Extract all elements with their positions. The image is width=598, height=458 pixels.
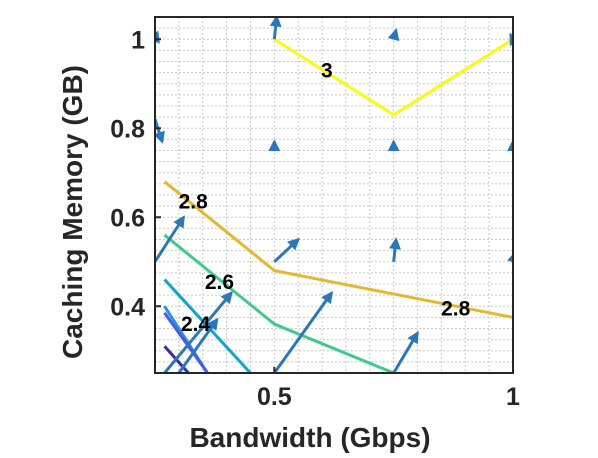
contour-line-5 — [163, 312, 209, 373]
plot-frame — [154, 16, 514, 374]
contour-line-1 — [163, 180, 513, 319]
contour-lines — [163, 37, 513, 373]
contour-label-0: 3 — [321, 59, 333, 82]
quiver-arrow-10 — [389, 237, 401, 262]
y-tick-label: 0.4 — [110, 293, 145, 321]
contour-line-0 — [273, 37, 513, 117]
quiver-arrow-4 — [155, 118, 165, 144]
y-axis-label: Caching Memory (GB) — [57, 65, 88, 359]
quiver-arrows — [155, 17, 513, 373]
y-tick-label: 0.6 — [110, 204, 145, 232]
contour-labels: 3 2.8 2.8 2.6 2.4 — [179, 59, 471, 336]
quiver-arrow-9 — [392, 330, 419, 373]
quiver-arrow-1 — [155, 215, 185, 263]
y-tick-label: 1 — [131, 26, 145, 54]
contour-line-2 — [163, 233, 395, 373]
y-tick-label: 0.8 — [110, 115, 145, 143]
axis-ticks: 0.5 1 0.4 0.6 0.8 1 — [110, 26, 520, 411]
contour-label-2: 2.6 — [205, 271, 234, 294]
quiver-arrow-6 — [273, 237, 300, 263]
quiver-arrow-13 — [511, 369, 513, 373]
quiver-arrow-18 — [177, 317, 219, 373]
contour-label-1: 2.8 — [179, 191, 209, 214]
quiver-arrow-5 — [273, 290, 334, 373]
quiver-arrow-8 — [269, 17, 282, 40]
x-tick-label: 1 — [506, 383, 520, 411]
x-tick-label: 0.5 — [257, 383, 292, 411]
contour-label-1: 2.8 — [441, 297, 471, 320]
contour-label-4: 2.4 — [181, 313, 211, 336]
quiver-arrow-17 — [163, 291, 233, 373]
x-axis-label: Bandwidth (Gbps) — [189, 422, 430, 453]
quiver-arrow-12 — [387, 28, 400, 42]
